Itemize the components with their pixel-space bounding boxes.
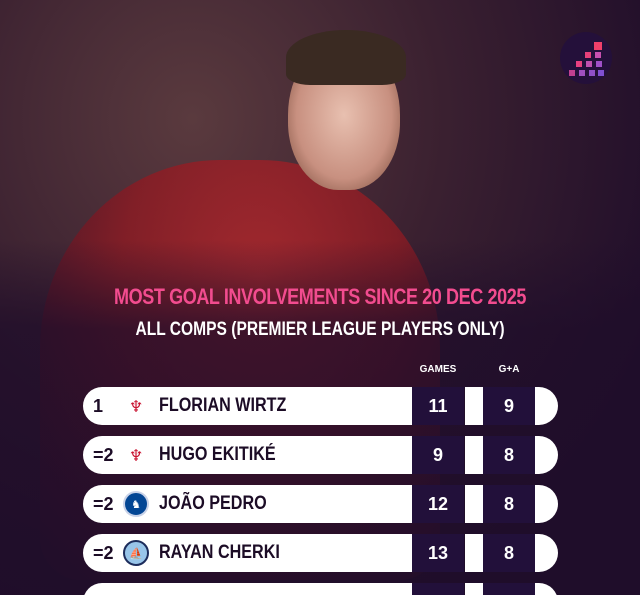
ga-value: 9 bbox=[483, 387, 535, 425]
separator bbox=[465, 534, 483, 572]
player-name: JOÃO PEDRO bbox=[159, 493, 267, 514]
ga-value: 8 bbox=[483, 436, 535, 474]
row-end-cap bbox=[535, 534, 558, 572]
rank: =2 bbox=[93, 542, 114, 563]
ga-value: 8 bbox=[483, 534, 535, 572]
separator bbox=[465, 387, 483, 425]
player-photo-hair bbox=[286, 30, 406, 85]
column-header-games: GAMES bbox=[419, 364, 457, 375]
chelsea-crest-icon: ♞ bbox=[123, 491, 149, 517]
player-pill: 1 ♆ FLORIAN WIRTZ bbox=[83, 387, 412, 425]
games-value: 13 bbox=[412, 534, 464, 572]
player-pill: =2 ♞ JOÃO PEDRO bbox=[83, 485, 412, 523]
player-pill: =2 ♆ HUGO EKITIKÉ bbox=[83, 436, 412, 474]
games-value: 11 bbox=[412, 387, 464, 425]
player-name: RAYAN CHERKI bbox=[159, 542, 280, 563]
games-value: 9 bbox=[412, 436, 464, 474]
player-name: FLORIAN WIRTZ bbox=[159, 395, 287, 416]
brand-logo-icon bbox=[560, 32, 612, 84]
rank: =2 bbox=[93, 444, 114, 465]
page-title: MOST GOAL INVOLVEMENTS SINCE 20 DEC 2025 bbox=[114, 284, 526, 309]
row-end-cap bbox=[535, 485, 558, 523]
page-subtitle: ALL COMPS (PREMIER LEAGUE PLAYERS ONLY) bbox=[135, 319, 505, 340]
ga-value: 8 bbox=[483, 485, 535, 523]
table-row-partial bbox=[83, 583, 559, 595]
table-row: =2 ♆ HUGO EKITIKÉ 9 8 bbox=[83, 436, 559, 474]
row-end-cap bbox=[535, 387, 558, 425]
games-value: 12 bbox=[412, 485, 464, 523]
table-row: =2 ♞ JOÃO PEDRO 12 8 bbox=[83, 485, 559, 523]
liverpool-crest-icon: ♆ bbox=[128, 445, 144, 465]
table-row: 1 ♆ FLORIAN WIRTZ 11 9 bbox=[83, 387, 559, 425]
table-row: =2 ⛵ RAYAN CHERKI 13 8 bbox=[83, 534, 559, 572]
liverpool-crest-icon: ♆ bbox=[128, 396, 144, 416]
rank: 1 bbox=[93, 395, 104, 416]
player-name: HUGO EKITIKÉ bbox=[159, 444, 276, 465]
row-end-cap bbox=[535, 436, 558, 474]
player-pill: =2 ⛵ RAYAN CHERKI bbox=[83, 534, 412, 572]
column-header-ga: G+A bbox=[498, 364, 520, 375]
man-city-crest-icon: ⛵ bbox=[123, 540, 149, 566]
separator bbox=[465, 485, 483, 523]
separator bbox=[465, 436, 483, 474]
rank: =2 bbox=[93, 493, 114, 514]
